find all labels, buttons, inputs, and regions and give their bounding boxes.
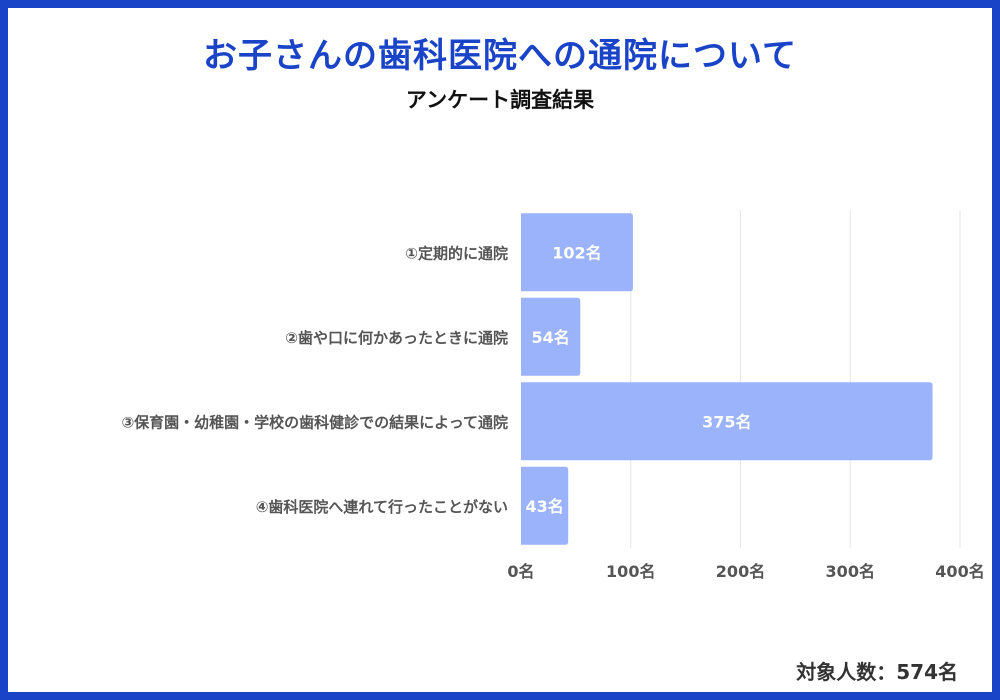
x-tick-label: 200名	[716, 562, 765, 581]
page-subtitle: アンケート調査結果	[405, 88, 595, 112]
bar	[521, 466, 569, 545]
bar	[521, 297, 581, 376]
page-title: お子さんの歯科医院への通院について	[203, 36, 797, 76]
category-label: ③保育園・幼稚園・学校の歯科健診での結果によって通院	[121, 413, 508, 431]
bar-value-label: 54名	[531, 328, 569, 347]
x-tick-label: 300名	[826, 562, 875, 581]
x-tick-label: 400名	[935, 562, 984, 581]
category-label: ④歯科医院へ連れて行ったことがない	[256, 498, 508, 516]
bar	[521, 213, 633, 292]
category-label: ②歯や口に何かあったときに通院	[285, 329, 508, 347]
x-tick-label: 100名	[606, 562, 655, 581]
bar-value-label: 102名	[552, 243, 601, 262]
bar	[521, 382, 933, 461]
bar-value-label: 43名	[525, 497, 563, 516]
bar-value-label: 375名	[702, 412, 751, 431]
category-label: ①定期的に通院	[405, 244, 508, 262]
respondent-count: 対象人数：574名	[796, 660, 958, 684]
x-tick-label: 0名	[507, 562, 534, 581]
